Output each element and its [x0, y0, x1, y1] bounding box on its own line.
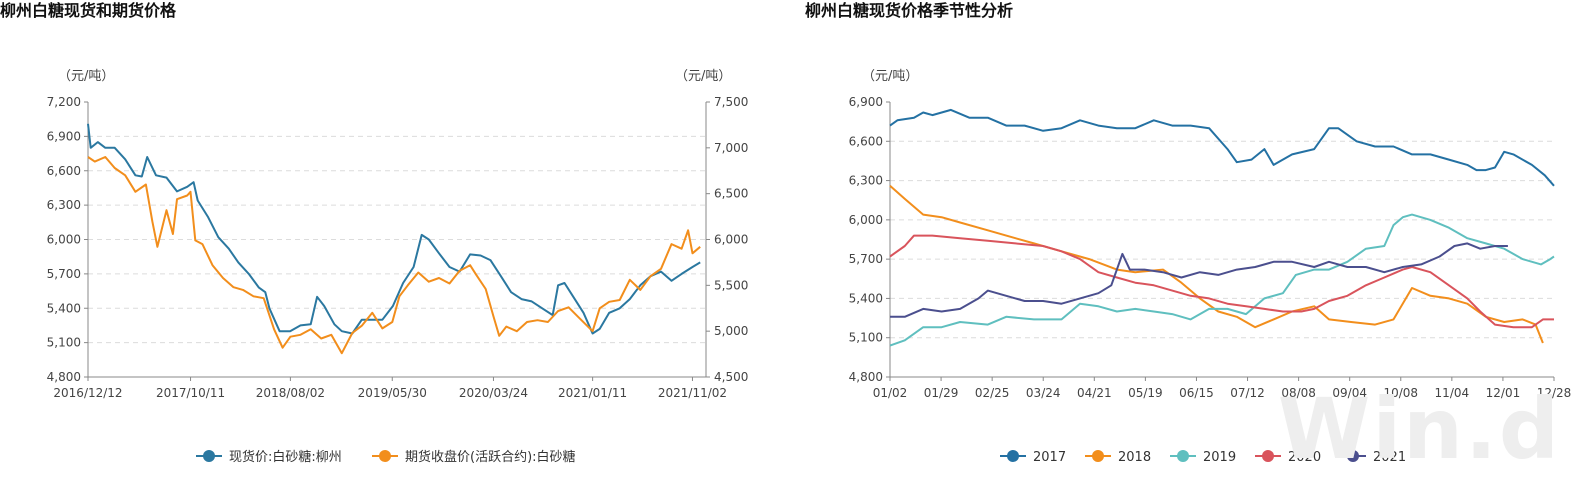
y-left-tick-label: 7,200: [47, 95, 81, 109]
x-tick-label: 2021/11/02: [658, 386, 727, 400]
x-tick-label: 09/04: [1332, 386, 1367, 400]
x-tick-label: 2016/12/12: [53, 386, 122, 400]
legend-marker: [1347, 450, 1359, 462]
series-line-2: [87, 156, 701, 355]
x-tick-label: 11/04: [1435, 386, 1470, 400]
x-tick-label: 01/29: [924, 386, 959, 400]
series-line-2017: [889, 108, 1555, 187]
y-right-tick-label: 7,000: [714, 141, 748, 155]
charts-canvas: （元/吨） （元/吨） 7,200 6,900 6,600 6,300 6,000 5,700…: [47, 69, 1571, 465]
legend-marker: [1007, 450, 1019, 462]
y-left-tick-label: 5,700: [47, 267, 81, 281]
y-tick-label: 5,400: [849, 291, 883, 305]
y-left-tick-label: 4,800: [47, 370, 81, 384]
x-tick-label: 02/25: [975, 386, 1010, 400]
legend-item-1: 现货价:白砂糖:柳州: [196, 449, 342, 465]
legend-marker: [1177, 450, 1189, 462]
x-tick-label: 08/08: [1281, 386, 1316, 400]
x-tick-label: 06/15: [1179, 386, 1214, 400]
series-line-2018: [889, 185, 1544, 344]
legend-label: 现货价:白砂糖:柳州: [229, 449, 342, 465]
x-tick-label: 07/12: [1230, 386, 1265, 400]
legend-label: 2017: [1033, 450, 1066, 465]
y-tick-label: 5,100: [849, 331, 883, 345]
legend-label: 2018: [1118, 450, 1151, 465]
legend-label: 2019: [1203, 450, 1236, 465]
y-tick-label: 5,700: [849, 252, 883, 266]
y-tick-label: 6,900: [849, 95, 883, 109]
y-left-tick-label: 6,900: [47, 129, 81, 143]
legend-item-2018: 2018: [1085, 450, 1151, 465]
legend-item-2: 期货收盘价(活跃合约):白砂糖: [372, 449, 576, 465]
left-chart: （元/吨） （元/吨） 7,200 6,900 6,600 6,300 6,000 5,700…: [47, 69, 749, 465]
y-right-tick-label: 6,500: [714, 187, 748, 201]
x-tick-label: 04/21: [1077, 386, 1112, 400]
series-line-2020: [889, 234, 1554, 329]
x-tick-label: 2020/03/24: [459, 386, 528, 400]
series-line-2021: [890, 242, 1508, 318]
x-tick-label: 10/08: [1383, 386, 1418, 400]
y-right-tick-label: 4,500: [714, 370, 748, 384]
y-left-tick-label: 6,300: [47, 198, 81, 212]
legend-item-2020: 2020: [1255, 450, 1321, 465]
x-tick-label: 01/02: [873, 386, 908, 400]
x-tick-label: 05/19: [1128, 386, 1163, 400]
legend-marker: [379, 450, 391, 462]
y-left-tick-label: 5,400: [47, 301, 81, 315]
legend-item-2019: 2019: [1170, 450, 1236, 465]
right-chart-title: 柳州白糖现货价格季节性分析: [805, 1, 1014, 20]
left-y-unit: （元/吨）: [58, 69, 114, 84]
legend-label: 2021: [1373, 450, 1406, 465]
y-left-tick-label: 6,000: [47, 233, 81, 247]
x-tick-label: 12/01: [1486, 386, 1521, 400]
x-tick-label: 03/24: [1026, 386, 1061, 400]
y-left-tick-label: 5,100: [47, 336, 81, 350]
y-left-tick-label: 6,600: [47, 164, 81, 178]
y-tick-label: 6,000: [849, 213, 883, 227]
legend-item-2017: 2017: [1000, 450, 1066, 465]
x-tick-label: 2019/05/30: [358, 386, 427, 400]
y-right-tick-label: 7,500: [714, 95, 748, 109]
legend-item-2021: 2021: [1340, 450, 1406, 465]
y-right-tick-label: 5,000: [714, 324, 748, 338]
y-tick-label: 4,800: [849, 370, 883, 384]
right-y-unit: （元/吨）: [675, 69, 731, 84]
legend-label: 期货收盘价(活跃合约):白砂糖: [405, 449, 576, 465]
y-tick-label: 6,600: [849, 134, 883, 148]
left-chart-title: 柳州白糖现货和期货价格: [0, 1, 177, 20]
y-unit: （元/吨）: [862, 69, 918, 84]
series-line-2019: [889, 213, 1555, 347]
x-tick-label: 2018/08/02: [256, 386, 325, 400]
legend-marker: [1092, 450, 1104, 462]
x-tick-label: 2017/10/11: [156, 386, 225, 400]
right-chart: （元/吨） 6,900 6,600 6,300 6,000 5,700 5,400 5,100…: [849, 69, 1571, 465]
x-tick-label: 2021/01/11: [558, 386, 627, 400]
y-right-tick-label: 6,000: [714, 233, 748, 247]
legend-marker: [1262, 450, 1274, 462]
legend-marker: [203, 450, 215, 462]
x-tick-label: 12/28: [1537, 386, 1571, 400]
y-right-tick-label: 5,500: [714, 278, 748, 292]
y-tick-label: 6,300: [849, 174, 883, 188]
legend-label: 2020: [1288, 450, 1321, 465]
